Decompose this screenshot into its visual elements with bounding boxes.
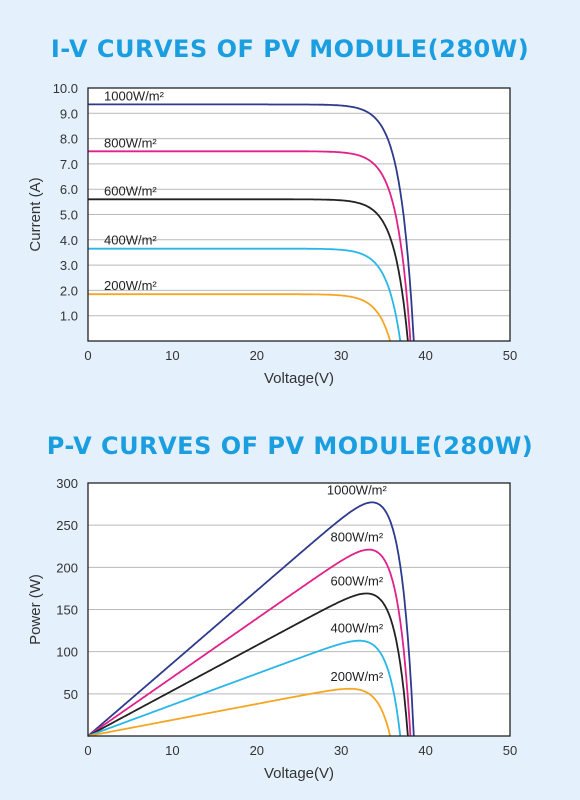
series-label: 200W/m² [104,278,157,293]
series-line [87,687,392,737]
y-tick-label: 50 [64,687,78,702]
y-axis-label: Current (A) [27,177,44,251]
y-tick-label: 9.0 [60,106,78,121]
series-line [87,639,402,737]
plot-frame [87,87,511,342]
series-line [88,103,415,342]
x-tick-label: 0 [84,348,91,363]
series-label: 400W/m² [330,621,383,636]
y-tick-label: 4.0 [60,233,78,248]
x-tick-label: 40 [418,348,432,363]
x-tick-label: 20 [250,743,264,758]
x-axis-label: Voltage(V) [264,765,334,782]
x-tick-label: 10 [165,743,179,758]
y-tick-label: 7.0 [60,157,78,172]
series-line [88,150,412,342]
series-label: 800W/m² [104,135,157,150]
series-line [87,548,412,737]
series-line [88,293,392,342]
y-tick-label: 5.0 [60,208,78,223]
series-line [87,501,415,737]
series-line [88,247,402,342]
y-tick-label: 100 [56,645,78,660]
y-tick-label: 6.0 [60,182,78,197]
y-tick-label: 2.0 [60,283,78,298]
series-label: 200W/m² [330,669,383,684]
series-label: 800W/m² [330,530,383,545]
series-label: 600W/m² [330,573,383,588]
x-tick-label: 0 [84,743,91,758]
pv-chart-title: P-V CURVES OF PV MODULE(280W) [46,432,534,460]
y-tick-label: 300 [56,476,78,491]
x-tick-label: 20 [250,348,264,363]
iv-plot: 1.0 2.0 3.0 4.0 5.0 6.0 7.0 8.0 9.0 10.0 0 10 20 30 40… [27,81,517,387]
y-tick-label: 8.0 [60,132,78,147]
x-tick-label: 50 [503,348,517,363]
series-line [88,198,409,342]
x-tick-label: 40 [418,743,432,758]
series-label: 1000W/m² [104,88,165,103]
series-line [87,592,409,737]
y-tick-label: 150 [56,603,78,618]
x-tick-label: 50 [503,743,517,758]
series-label: 600W/m² [104,183,157,198]
y-tick-label: 10.0 [53,81,78,96]
y-axis-label: Power (W) [27,574,44,645]
x-axis-label: Voltage(V) [264,370,334,387]
y-tick-label: 3.0 [60,258,78,273]
series-label: 1000W/m² [327,482,388,497]
iv-chart-title: I-V CURVES OF PV MODULE(280W) [50,35,530,63]
y-tick-label: 1.0 [60,309,78,324]
y-tick-label: 250 [56,518,78,533]
plot-frame [87,482,511,737]
x-tick-label: 10 [165,348,179,363]
x-tick-label: 30 [334,348,348,363]
pv-plot: 50 100 150 200 250 300 0 10 20 30 40 50 Voltage(V) Po… [27,476,517,782]
series-label: 400W/m² [104,233,157,248]
x-tick-label: 30 [334,743,348,758]
y-tick-label: 200 [56,560,78,575]
